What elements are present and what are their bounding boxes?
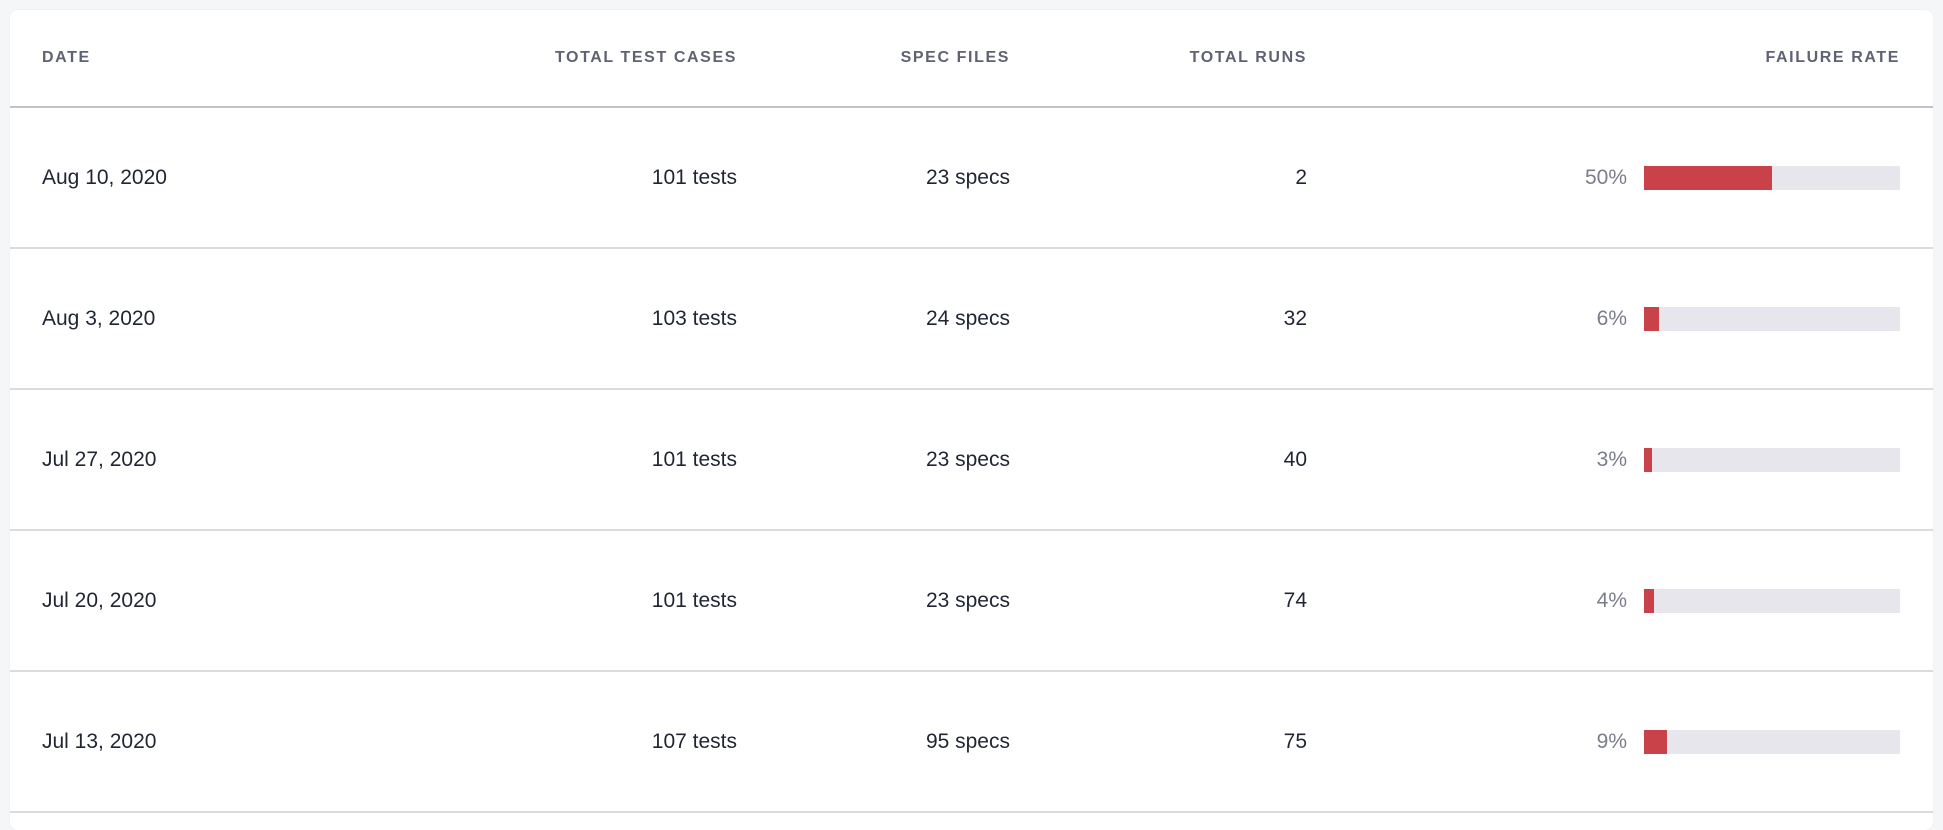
cell-total-runs: 2 <box>1295 165 1307 189</box>
failure-rate-fill <box>1644 306 1660 331</box>
table-row[interactable]: Aug 10, 2020 101 tests 23 specs 2 50% <box>10 108 1933 249</box>
failure-rate-bar <box>1644 447 1900 472</box>
failure-rate-bar <box>1644 165 1900 190</box>
cell-spec-files: 23 specs <box>925 165 1010 189</box>
failure-rate-fill <box>1644 729 1668 754</box>
cell-total-test-cases: 101 tests <box>651 588 737 612</box>
failure-rate-bar <box>1644 588 1900 613</box>
failure-rate-bar <box>1644 306 1900 331</box>
table-row[interactable]: Jul 27, 2020 101 tests 23 specs 40 3% <box>10 390 1933 531</box>
header-total-runs[interactable]: TOTAL RUNS <box>1189 49 1307 66</box>
table-row[interactable]: Jul 13, 2020 107 tests 95 specs 75 9% <box>10 672 1933 813</box>
cell-spec-files: 24 specs <box>925 306 1010 330</box>
header-date[interactable]: DATE <box>42 49 91 66</box>
cell-date: Jul 13, 2020 <box>42 729 157 753</box>
cell-total-runs: 75 <box>1283 729 1307 753</box>
cell-total-test-cases: 101 tests <box>651 165 737 189</box>
cell-total-test-cases: 103 tests <box>651 306 737 330</box>
cell-total-test-cases: 101 tests <box>651 447 737 471</box>
failure-rate-fill <box>1644 588 1655 613</box>
failure-rate-fill <box>1644 447 1652 472</box>
header-failure-rate[interactable]: FAILURE RATE <box>1765 49 1900 66</box>
failure-rate-label: 3% <box>1596 447 1627 471</box>
failure-rate-fill <box>1644 165 1772 190</box>
cell-total-runs: 74 <box>1283 588 1307 612</box>
cell-spec-files: 95 specs <box>925 729 1010 753</box>
failure-rate-label: 50% <box>1584 165 1627 189</box>
cell-date: Jul 20, 2020 <box>42 588 157 612</box>
header-total-test-cases[interactable]: TOTAL TEST CASES <box>554 49 737 66</box>
cell-spec-files: 23 specs <box>925 588 1010 612</box>
failure-rate-label: 9% <box>1596 729 1627 753</box>
cell-total-test-cases: 107 tests <box>651 729 737 753</box>
cell-total-runs: 40 <box>1283 447 1307 471</box>
failure-rate-label: 6% <box>1596 306 1627 330</box>
table-row[interactable]: Aug 3, 2020 103 tests 24 specs 32 6% <box>10 249 1933 390</box>
cell-date: Aug 3, 2020 <box>42 306 156 330</box>
header-spec-files[interactable]: SPEC FILES <box>900 49 1010 66</box>
cell-date: Jul 27, 2020 <box>42 447 157 471</box>
failure-rate-bar <box>1644 729 1900 754</box>
table-header: DATE TOTAL TEST CASES SPEC FILES TOTAL R… <box>10 10 1933 108</box>
failure-rate-label: 4% <box>1596 588 1627 612</box>
cell-date: Aug 10, 2020 <box>42 165 167 189</box>
runs-table: DATE TOTAL TEST CASES SPEC FILES TOTAL R… <box>10 10 1933 830</box>
table-row[interactable]: Jul 20, 2020 101 tests 23 specs 74 4% <box>10 531 1933 672</box>
cell-spec-files: 23 specs <box>925 447 1010 471</box>
cell-total-runs: 32 <box>1283 306 1307 330</box>
